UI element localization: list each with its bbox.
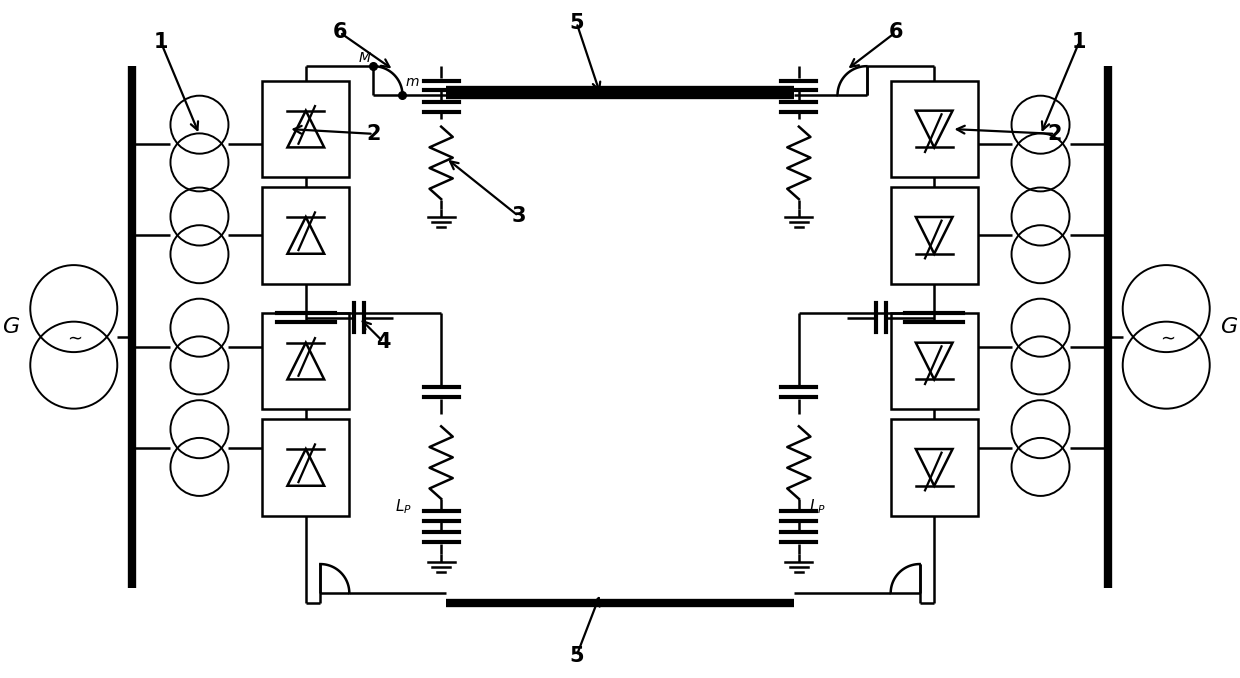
Text: $L_P$: $L_P$ [808,497,826,515]
Text: 5: 5 [569,646,584,666]
Bar [263,187,350,283]
Bar [263,313,350,410]
Text: 3: 3 [511,206,526,226]
Bar [263,81,350,178]
Text: $\sim$: $\sim$ [1157,328,1176,346]
Text: $\sim$: $\sim$ [64,328,83,346]
Text: 6: 6 [888,22,903,42]
Text: 1: 1 [154,32,169,52]
Text: $G$: $G$ [2,317,20,337]
Text: $L_P$: $L_P$ [394,497,412,515]
Bar [890,187,977,283]
Bar [890,419,977,516]
Text: 4: 4 [376,332,391,352]
Text: 2: 2 [366,124,381,144]
Text: $m$: $m$ [405,75,420,89]
Text: $M$: $M$ [358,52,372,65]
Text: 1: 1 [1071,32,1086,52]
Bar [263,419,350,516]
Text: 5: 5 [569,13,584,33]
Bar [890,81,977,178]
Text: $G$: $G$ [1220,317,1238,337]
Text: 6: 6 [332,22,347,42]
Bar [890,313,977,410]
Text: 2: 2 [1048,124,1063,144]
